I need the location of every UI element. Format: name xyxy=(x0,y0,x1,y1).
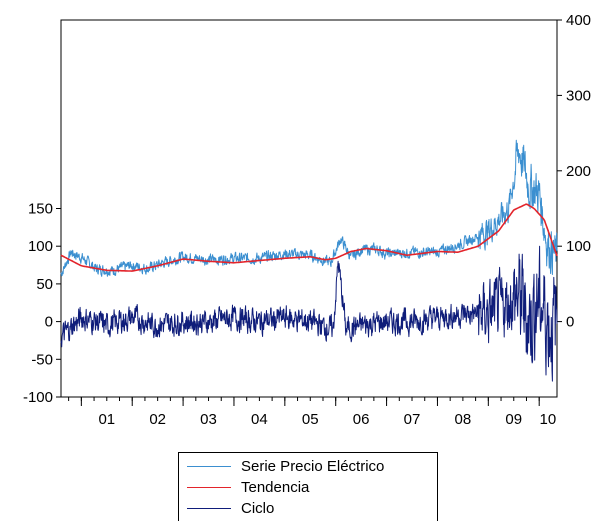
series-layer xyxy=(60,139,558,382)
left-tick-label: 150 xyxy=(28,201,53,218)
x-tick-label: 07 xyxy=(404,411,421,428)
legend-swatch-serie xyxy=(187,466,231,467)
right-tick-label: 300 xyxy=(566,87,591,104)
left-tick-label: -50 xyxy=(31,351,53,368)
right-axis: 400 300 200 100 0 xyxy=(557,12,591,331)
x-tick-label: 09 xyxy=(505,411,522,428)
right-tick-label: 400 xyxy=(566,12,591,29)
legend-label-tendencia: Tendencia xyxy=(241,479,310,496)
x-tick-label: 02 xyxy=(149,411,166,428)
legend-item-tendencia: Tendencia xyxy=(179,478,437,498)
legend-swatch-ciclo xyxy=(187,508,231,509)
legend-item-ciclo: Ciclo xyxy=(179,499,437,519)
x-tick-label: 03 xyxy=(200,411,217,428)
right-tick-label: 0 xyxy=(566,314,574,331)
legend: Serie Precio Eléctrico Tendencia Ciclo xyxy=(178,452,438,521)
series-line-tendencia xyxy=(60,203,558,272)
plot-frame xyxy=(60,19,558,398)
left-tick-label: 50 xyxy=(36,276,53,293)
x-tick-label: 05 xyxy=(302,411,319,428)
right-tick-label: 200 xyxy=(566,163,591,180)
x-tick-label: 06 xyxy=(353,411,370,428)
legend-item-serie: Serie Precio Eléctrico xyxy=(179,457,437,477)
x-tick-label: 08 xyxy=(455,411,472,428)
x-tick-label: 10 xyxy=(539,411,556,428)
right-tick-label: 100 xyxy=(566,238,591,255)
legend-label-ciclo: Ciclo xyxy=(241,500,275,517)
x-axis: 01 02 03 04 05 06 07 08 09 10 xyxy=(68,397,556,428)
left-tick-label: 0 xyxy=(45,314,53,331)
x-tick-label: 01 xyxy=(98,411,115,428)
left-tick-label: -100 xyxy=(23,389,53,406)
left-axis: 150 100 50 0 -50 -100 xyxy=(23,201,61,406)
left-tick-label: 100 xyxy=(28,238,53,255)
x-tick-label: 04 xyxy=(251,411,268,428)
legend-swatch-tendencia xyxy=(187,487,231,488)
series-line-serie-precio-el-ctrico xyxy=(60,139,558,277)
legend-label-serie: Serie Precio Eléctrico xyxy=(241,458,385,475)
series-line-ciclo xyxy=(60,245,558,382)
